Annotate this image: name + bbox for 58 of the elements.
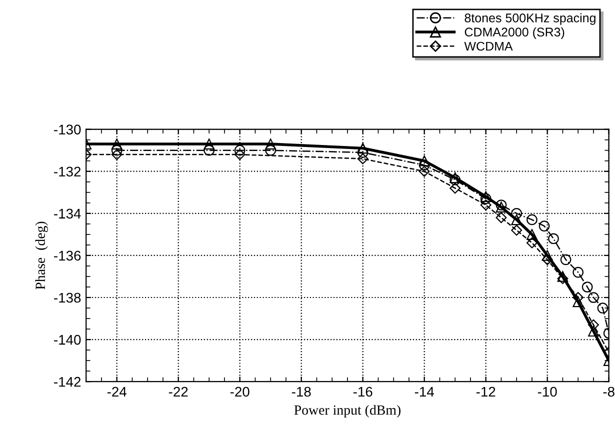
point: [496, 202, 507, 213]
y-tick-label: -142: [54, 376, 81, 387]
y-tick-label: -138: [54, 292, 81, 303]
x-tick-label: -22: [168, 386, 188, 397]
point: [111, 144, 122, 156]
x-tick-label: -16: [353, 386, 372, 397]
point: [450, 182, 461, 194]
point: [511, 224, 522, 236]
point: [582, 282, 593, 292]
point: [511, 214, 522, 226]
legend-label: CDMA2000 (SR3): [464, 27, 564, 39]
legend-label: WCDMA: [464, 42, 513, 51]
point: [496, 212, 507, 224]
x-axis-title: Power input (dBm): [294, 404, 400, 418]
y-tick-label: -130: [54, 124, 81, 134]
point: [557, 271, 568, 282]
point: [418, 155, 430, 166]
y-tick-label: -136: [54, 250, 81, 261]
point: [204, 138, 215, 150]
point: [265, 138, 276, 150]
point: [572, 292, 584, 303]
point: [496, 200, 507, 210]
point: [538, 220, 550, 232]
point: [357, 153, 368, 164]
point: [204, 144, 215, 156]
x-tick-label: -10: [538, 386, 557, 397]
point: [111, 138, 122, 150]
point: [526, 237, 538, 248]
point: [560, 254, 572, 266]
point: [597, 302, 608, 314]
x-tick-label: -8: [603, 386, 614, 397]
y-tick-label: -132: [54, 166, 81, 177]
point: [111, 149, 122, 160]
x-tick-label: -24: [107, 386, 126, 397]
point: [511, 208, 522, 219]
x-tick-label: -20: [230, 386, 250, 397]
x-tick-label: -14: [414, 386, 434, 397]
y-axis-title: Phase (deg): [35, 222, 48, 290]
point: [357, 142, 368, 154]
point: [234, 149, 246, 160]
point: [526, 214, 538, 226]
point: [572, 266, 584, 278]
x-tick-label: -12: [476, 386, 496, 397]
point: [572, 296, 584, 308]
y-tick-label: -134: [54, 208, 81, 219]
point: [418, 166, 430, 177]
point: [588, 292, 599, 303]
point: [588, 326, 599, 337]
point: [588, 319, 599, 330]
point: [480, 200, 492, 210]
point: [526, 229, 538, 240]
point: [548, 233, 559, 244]
point: [265, 144, 276, 156]
point: [542, 250, 553, 261]
y-tick-label: -140: [54, 334, 81, 345]
x-tick-label: -18: [292, 386, 311, 397]
point: [234, 144, 246, 156]
legend-label: 8tones 500KHz spacing: [464, 13, 596, 25]
